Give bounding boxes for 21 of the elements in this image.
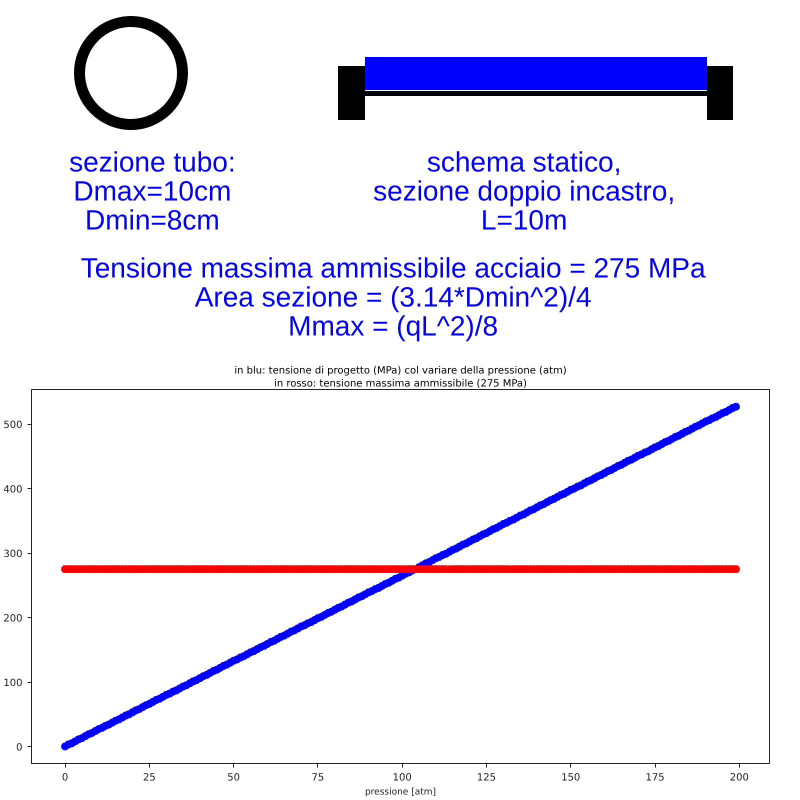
y-tick-label: 100 — [3, 678, 23, 690]
x-tick-label: 100 — [392, 772, 412, 784]
x-tick-label: 0 — [62, 772, 68, 784]
x-tick-label: 175 — [645, 772, 665, 784]
x-tick-label: 200 — [730, 772, 749, 784]
y-tick-label: 300 — [3, 549, 23, 560]
y-tick-label: 0 — [16, 742, 23, 754]
x-tick-label: 125 — [476, 772, 496, 784]
x-tick-label: 150 — [561, 772, 580, 784]
text: Tensione massima ammissibile acciaio = 275 MPa Area sezione = (3.14*Dmin^2)/4 Mmax = (qL^2)/8 — [80, 252, 706, 342]
y-tick-label: 400 — [3, 484, 23, 496]
y-tick-label: 500 — [3, 420, 23, 432]
x-tick-label: 50 — [227, 772, 240, 784]
y-tick-label: 200 — [3, 614, 23, 625]
x-tick-label: 25 — [142, 772, 156, 784]
text: sezione tubo: Dmax=10cm Dmin=8cm — [69, 146, 236, 236]
x-axis-title: pressione [atm] — [364, 788, 436, 798]
chart-subtitle: in rosso: tensione massima ammissibile (275 MPa) — [274, 378, 528, 390]
x-tick-label: 75 — [312, 772, 324, 784]
text: schema statico, sezione doppio incastro, L=10m — [373, 146, 676, 236]
chart-title: in blu: tensione di progetto (MPa) col variare della pressione (atm) — [234, 366, 567, 376]
